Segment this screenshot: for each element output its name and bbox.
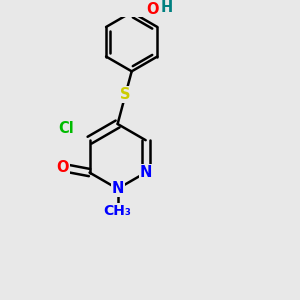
Text: O: O	[57, 160, 69, 175]
Text: S: S	[120, 87, 131, 102]
Text: H: H	[160, 0, 172, 15]
Text: O: O	[147, 2, 159, 17]
Text: N: N	[111, 181, 124, 196]
Text: Cl: Cl	[58, 122, 74, 136]
Text: CH₃: CH₃	[104, 204, 131, 218]
Text: N: N	[140, 165, 152, 180]
